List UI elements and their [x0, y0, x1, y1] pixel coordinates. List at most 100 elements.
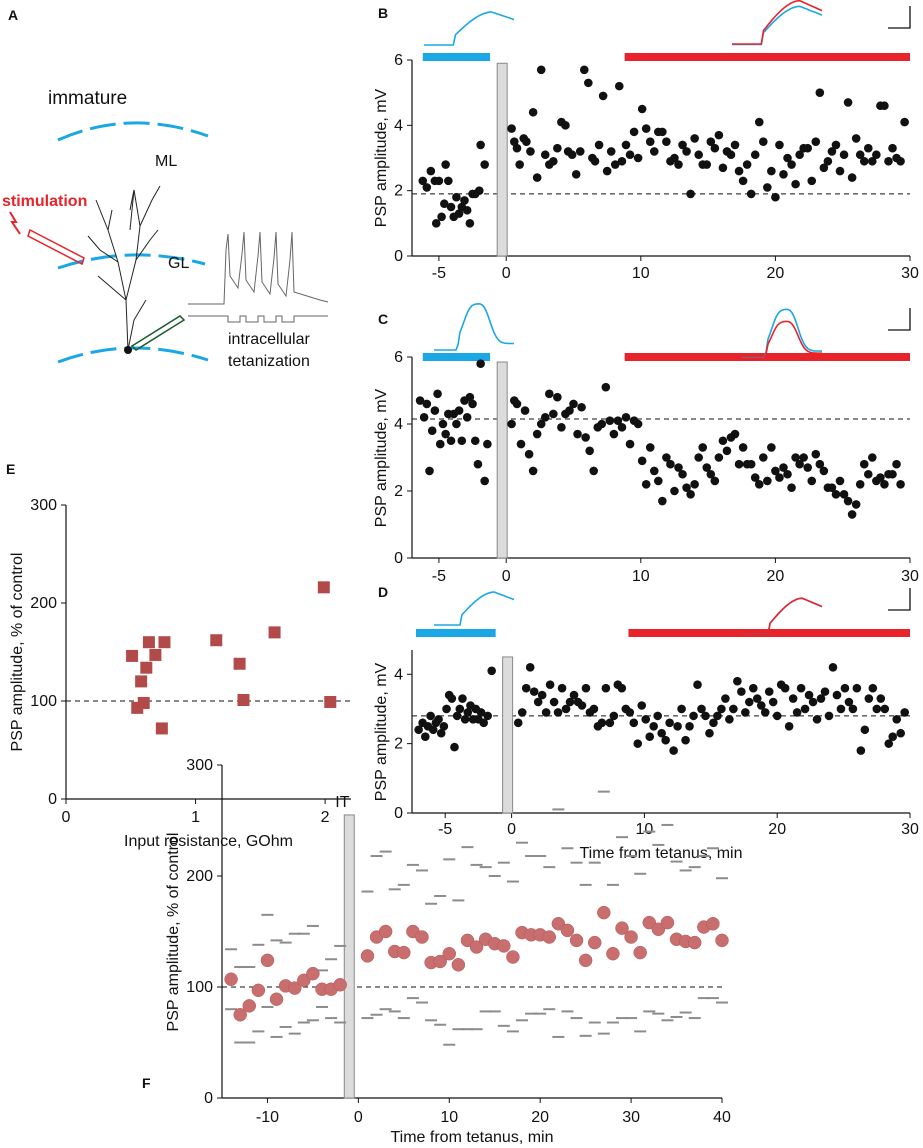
mean-point — [260, 953, 275, 968]
data-point — [717, 704, 726, 714]
data-point — [567, 150, 577, 160]
data-square — [149, 648, 162, 661]
data-point — [815, 459, 825, 469]
y-tick-label: 6 — [394, 349, 403, 366]
data-point — [888, 469, 897, 479]
data-point — [528, 107, 538, 117]
data-point — [649, 147, 659, 156]
y-tick-label: 0 — [204, 1090, 213, 1107]
data-point — [718, 163, 728, 173]
data-point — [868, 156, 877, 166]
data-point — [799, 453, 808, 462]
data-point — [450, 742, 459, 752]
data-point — [658, 496, 667, 506]
data-point — [725, 715, 734, 724]
data-point — [738, 443, 748, 452]
data-point — [884, 156, 893, 166]
mean-point — [297, 973, 311, 988]
data-point — [483, 439, 492, 449]
data-point — [856, 746, 866, 755]
data-point — [851, 500, 861, 509]
data-point — [606, 147, 616, 156]
data-point — [872, 150, 881, 160]
data-point — [783, 153, 792, 163]
mean-point — [597, 905, 611, 920]
data-point — [569, 690, 579, 700]
data-point — [803, 143, 813, 153]
data-point — [815, 88, 825, 97]
data-point — [758, 137, 768, 146]
y-tick-label: 0 — [48, 791, 57, 808]
x-tick-label: 10 — [636, 821, 654, 838]
data-point — [662, 137, 671, 146]
data-point — [787, 160, 796, 169]
x-tick-label: 10 — [632, 568, 650, 585]
data-point — [820, 687, 830, 696]
data-point — [750, 473, 760, 482]
data-point — [718, 436, 728, 446]
data-point — [831, 140, 841, 150]
data-point — [701, 711, 710, 721]
data-point — [787, 483, 796, 492]
data-point — [710, 476, 720, 486]
y-tick-label: 300 — [30, 497, 57, 514]
chart-c: C 0 2 4 6 -5 0 10 20 30 PSP amplitude, mV — [373, 302, 919, 585]
data-point — [734, 459, 744, 469]
data-square — [135, 675, 148, 688]
data-point — [661, 735, 670, 745]
mean-point — [651, 922, 666, 937]
chart-d: D 0 2 4 -5 0 10 20 30 PSP amplitude, mV Time from … — [373, 584, 919, 862]
data-point — [507, 124, 516, 133]
blue-psp-trace — [742, 308, 822, 359]
x-tick-label: 1 — [191, 809, 200, 826]
data-point — [524, 449, 534, 459]
data-point — [561, 121, 570, 130]
data-point — [553, 392, 562, 402]
x-tick-label: 20 — [768, 821, 786, 838]
data-point — [649, 466, 659, 476]
data-point — [754, 117, 764, 127]
data-point — [662, 453, 671, 462]
data-point — [670, 153, 679, 163]
data-point — [844, 697, 854, 707]
data-point — [629, 718, 639, 728]
y-axis-label: PSP amplitude, mV — [373, 88, 390, 227]
stimulation-electrode-icon — [27, 228, 85, 266]
scale-bar — [888, 588, 911, 611]
data-point — [658, 127, 667, 137]
x-tick-label: -5 — [438, 821, 452, 838]
x-tick-label: 10 — [440, 1109, 458, 1126]
data-point — [752, 694, 762, 703]
data-point — [697, 704, 706, 714]
data-point — [674, 160, 683, 169]
tetanus-marker-bar — [343, 814, 355, 1099]
x-tick-label: 20 — [767, 265, 785, 282]
x-tick-label: 30 — [901, 568, 919, 585]
data-point — [763, 476, 772, 486]
x-tick-label: 10 — [632, 265, 650, 282]
data-point — [673, 721, 682, 731]
data-point — [561, 704, 571, 714]
data-point — [758, 453, 768, 462]
y-tick-label: 100 — [186, 979, 213, 996]
data-point — [796, 683, 806, 693]
data-point — [880, 101, 889, 111]
data-point — [863, 143, 873, 153]
control-period-bar — [415, 629, 496, 637]
mean-point — [469, 940, 484, 954]
data-point — [641, 480, 651, 489]
data-point — [706, 469, 716, 479]
data-point — [819, 466, 829, 476]
data-point — [746, 459, 756, 469]
data-point — [832, 690, 842, 700]
data-point — [892, 459, 901, 469]
neuron-icon — [87, 185, 161, 351]
data-point — [597, 419, 607, 429]
data-point — [629, 127, 639, 137]
data-point — [427, 426, 437, 436]
stimulation-label: stimulation — [2, 193, 87, 210]
data-point — [594, 140, 604, 150]
data-point — [714, 130, 724, 140]
panel-label-d: D — [378, 584, 388, 600]
data-point — [589, 704, 599, 714]
